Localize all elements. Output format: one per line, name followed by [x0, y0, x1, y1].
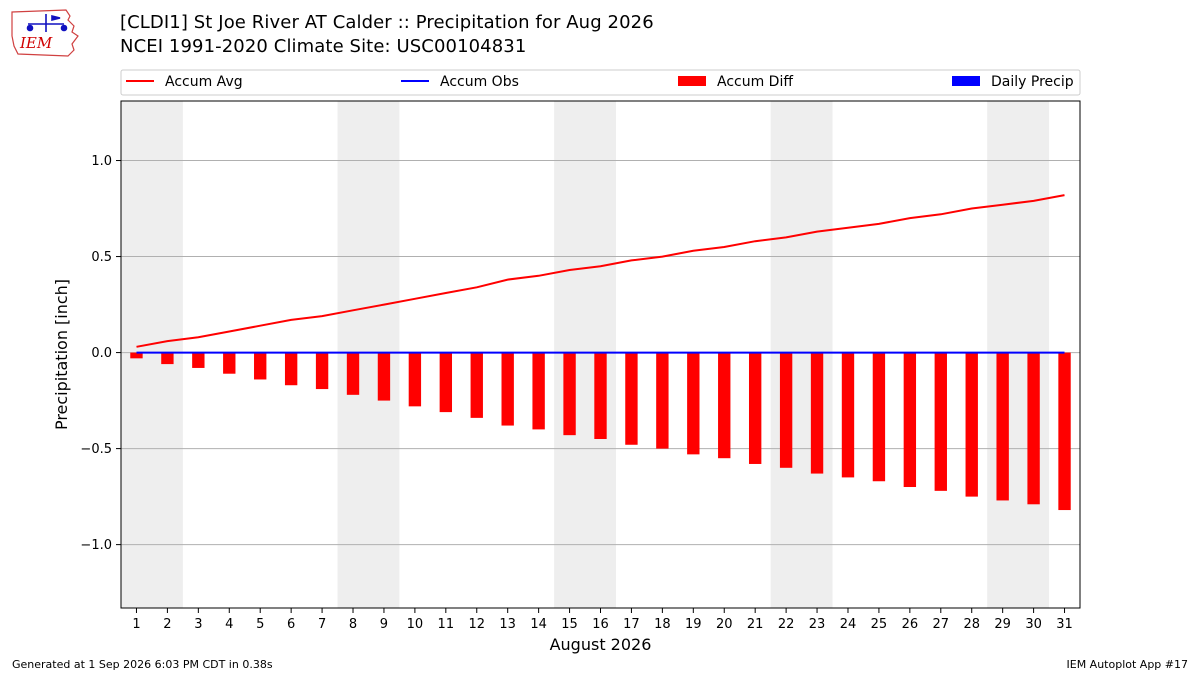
series-lines: [136, 194, 1065, 354]
accum-diff-bar: [779, 352, 793, 468]
accum-diff-bar: [161, 352, 174, 365]
legend-label: Daily Precip: [991, 74, 1074, 90]
accum-diff-bar: [346, 352, 360, 395]
y-tick-label: 0.0: [91, 346, 112, 361]
x-tick-label: 3: [194, 617, 202, 632]
x-tick-label: 24: [840, 617, 857, 632]
x-axis-ticks: 1 2 3 4 5 6 7 8 9 10 11 12 13 14 15 16 17 18 19 20 21 22 23 24 2…: [132, 608, 1073, 632]
chart-title: [CLDI1] St Joe River AT Calder :: Precip…: [120, 12, 654, 33]
accum-diff-bar: [748, 352, 762, 464]
weather-station-icon: [26, 14, 68, 32]
y-tick-label: 1.0: [91, 154, 112, 169]
accum-diff-bar: [532, 352, 545, 430]
legend-label: Accum Diff: [717, 74, 793, 90]
x-tick-label: 11: [438, 617, 455, 632]
accum-diff-bar: [254, 352, 267, 380]
x-axis-label: August 2026: [550, 635, 652, 654]
x-tick-label: 2: [163, 617, 171, 632]
legend-swatch: [678, 76, 706, 86]
x-tick-label: 25: [871, 617, 888, 632]
x-tick-label: 23: [809, 617, 826, 632]
iem-logo: IEM: [11, 9, 79, 57]
accum-diff-bar: [841, 352, 855, 478]
x-tick-label: 8: [349, 617, 357, 632]
legend-accum-diff: Accum Diff: [678, 74, 793, 90]
accum-diff-bar: [192, 352, 205, 368]
accum-diff-bar: [130, 352, 143, 359]
accum-diff-bar: [934, 352, 947, 491]
accum-diff-bar: [1027, 352, 1040, 505]
x-tick-label: 29: [994, 617, 1011, 632]
x-tick-label: 20: [716, 617, 733, 632]
accum-diff-bar: [377, 352, 391, 401]
legend-label: Accum Avg: [165, 74, 243, 90]
x-tick-label: 22: [778, 617, 795, 632]
accum-diff-bar: [284, 352, 298, 386]
x-tick-label: 19: [685, 617, 702, 632]
x-tick-label: 6: [287, 617, 295, 632]
generated-timestamp: Generated at 1 Sep 2026 6:03 PM CDT in 0…: [12, 658, 273, 671]
x-tick-label: 9: [380, 617, 388, 632]
accum-diff-bar: [408, 352, 422, 407]
accum-diff-bar: [1058, 352, 1071, 511]
chart-subtitle: NCEI 1991-2020 Climate Site: USC00104831: [120, 36, 527, 57]
legend-accum-avg: Accum Avg: [126, 74, 243, 90]
legend-label: Accum Obs: [440, 74, 519, 90]
accum-diff-bar: [903, 352, 917, 488]
iowa-state-outline: [11, 9, 79, 57]
app-label: IEM Autoplot App #17: [1066, 658, 1189, 671]
x-tick-label: 1: [132, 617, 140, 632]
accum-diff-bar: [594, 352, 607, 439]
legend: Accum Avg Accum Obs Accum Diff Daily Precip: [120, 69, 1081, 96]
accum-diff-bar: [996, 352, 1009, 501]
accum-diff-bar: [315, 352, 329, 390]
x-tick-label: 10: [407, 617, 424, 632]
accum-diff-bar: [965, 352, 978, 497]
accum-avg-line: [136, 194, 1065, 348]
legend-box: [120, 69, 1081, 96]
accum-diff-bar: [439, 352, 453, 413]
x-tick-label: 14: [530, 617, 547, 632]
x-tick-label: 7: [318, 617, 326, 632]
accum-diff-bar: [687, 352, 700, 455]
accum-diff-bar: [810, 352, 824, 474]
x-tick-label: 12: [468, 617, 485, 632]
x-tick-label: 26: [902, 617, 919, 632]
accum-diff-bar: [718, 352, 731, 459]
x-tick-label: 5: [256, 617, 264, 632]
x-tick-label: 31: [1056, 617, 1073, 632]
x-tick-label: 27: [933, 617, 950, 632]
accum-diff-bar: [223, 352, 236, 374]
y-axis-ticks: −1.0 −0.5 0.0 0.5 1.0: [80, 154, 121, 553]
x-tick-label: 28: [963, 617, 980, 632]
legend-accum-obs: Accum Obs: [401, 74, 519, 90]
x-tick-label: 30: [1025, 617, 1042, 632]
accum-diff-bars: [130, 352, 1071, 511]
x-tick-label: 17: [623, 617, 640, 632]
y-axis-label: Precipitation [inch]: [52, 279, 71, 430]
accum-diff-bar: [563, 352, 576, 436]
y-tick-label: −1.0: [80, 538, 112, 553]
accum-diff-bar: [872, 352, 886, 482]
legend-daily-precip: Daily Precip: [952, 74, 1074, 90]
accum-diff-bar: [625, 352, 638, 445]
accum-diff-bar: [501, 352, 514, 426]
x-tick-label: 4: [225, 617, 233, 632]
accum-diff-bar: [470, 352, 483, 418]
x-tick-label: 18: [654, 617, 671, 632]
x-tick-label: 16: [592, 617, 609, 632]
legend-swatch: [952, 76, 980, 86]
x-tick-label: 15: [561, 617, 578, 632]
x-tick-label: 13: [499, 617, 516, 632]
accum-diff-bar: [656, 352, 669, 449]
y-tick-label: 0.5: [91, 250, 112, 265]
y-tick-label: −0.5: [80, 442, 112, 457]
x-tick-label: 21: [747, 617, 764, 632]
logo-text: IEM: [19, 34, 53, 52]
